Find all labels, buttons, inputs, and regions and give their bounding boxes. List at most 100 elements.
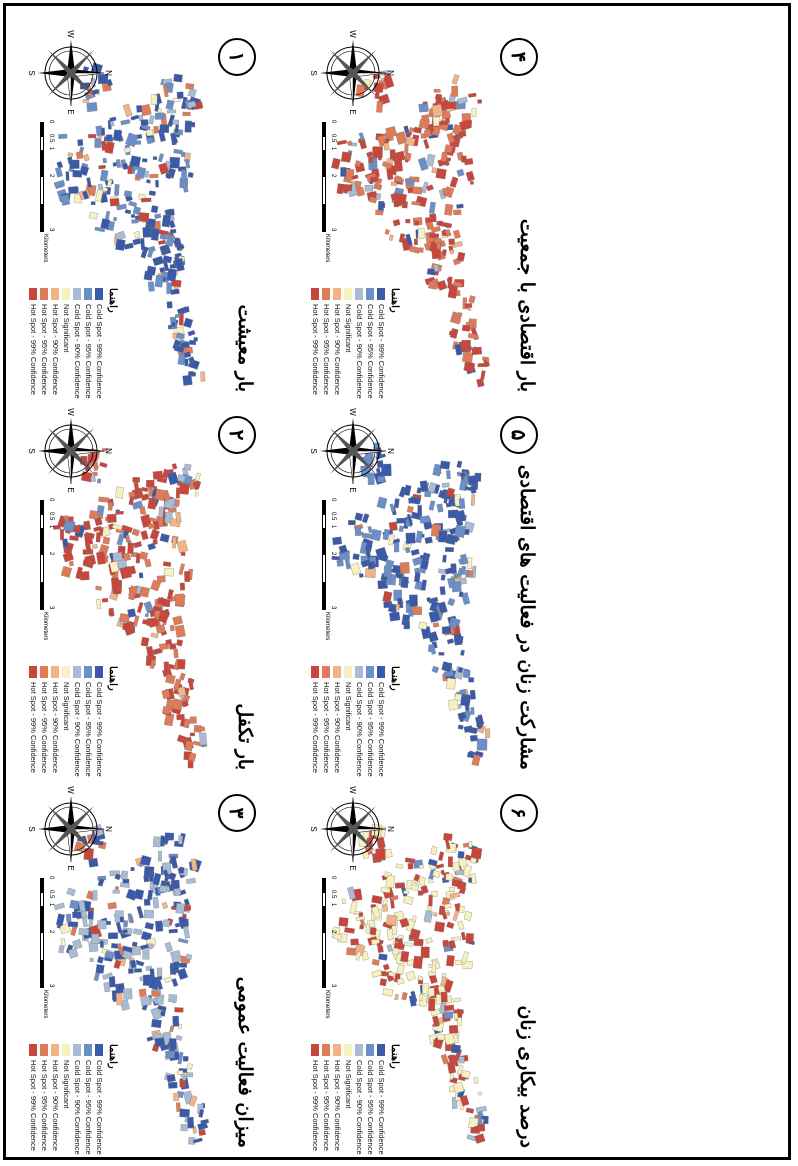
legend-swatch bbox=[366, 1044, 375, 1056]
map-parcel bbox=[153, 126, 159, 134]
map-parcel bbox=[364, 568, 376, 579]
map-number: ۳ bbox=[218, 794, 256, 832]
map-parcel bbox=[188, 356, 195, 363]
map-parcel bbox=[116, 943, 125, 956]
map-parcel bbox=[446, 955, 455, 967]
map-parcel bbox=[430, 846, 438, 856]
map-parcel bbox=[468, 877, 472, 883]
map-parcel bbox=[95, 189, 104, 202]
map-parcel bbox=[89, 957, 94, 963]
map-parcel bbox=[471, 754, 481, 767]
map-parcel bbox=[55, 166, 63, 178]
legend-label: Cold Spot - 95% Confidence bbox=[84, 304, 93, 399]
map-parcel bbox=[413, 126, 422, 134]
map-parcel bbox=[159, 885, 168, 893]
map-parcel bbox=[94, 226, 106, 233]
legend-label: Cold Spot - 95% Confidence bbox=[84, 1060, 93, 1155]
map-parcel bbox=[401, 991, 408, 1001]
map-parcel bbox=[404, 857, 416, 864]
map-parcel bbox=[148, 115, 155, 125]
map-parcel bbox=[198, 1109, 205, 1118]
map-parcel bbox=[439, 460, 451, 470]
map-parcel bbox=[174, 313, 181, 319]
scale-tick: 3 bbox=[330, 984, 336, 988]
legend-swatch bbox=[62, 666, 71, 678]
map-parcel bbox=[464, 302, 473, 309]
scale-unit: Kilometers bbox=[42, 234, 48, 263]
map-parcel bbox=[390, 181, 397, 187]
map-parcel bbox=[142, 949, 150, 960]
legend-label: Hot Spot - 99% Confidence bbox=[311, 682, 320, 773]
legend-item: Cold Spot - 90% Confidence bbox=[354, 288, 365, 399]
map-parcel bbox=[350, 938, 359, 946]
map-parcel bbox=[161, 689, 171, 700]
map-parcel bbox=[173, 648, 179, 659]
map-parcel bbox=[122, 162, 129, 170]
map-parcel bbox=[442, 554, 447, 563]
map-parcel bbox=[150, 228, 160, 241]
map-parcel bbox=[60, 565, 73, 578]
legend-item: Hot Spot - 95% Confidence bbox=[321, 666, 332, 773]
scale-tick: 3 bbox=[48, 606, 54, 610]
map-parcel bbox=[459, 1095, 470, 1107]
map-parcel bbox=[406, 959, 415, 966]
map-parcel bbox=[435, 863, 445, 869]
map-parcel bbox=[408, 995, 417, 1007]
map-parcel bbox=[172, 119, 179, 125]
map-parcel bbox=[148, 617, 160, 628]
compass-n: N bbox=[104, 448, 113, 454]
map-parcel bbox=[199, 732, 208, 746]
map-parcel bbox=[78, 900, 86, 913]
map-parcel bbox=[96, 956, 105, 964]
map-parcel bbox=[366, 151, 374, 158]
map-parcel bbox=[468, 92, 477, 98]
map-parcel bbox=[415, 530, 423, 544]
map-parcel bbox=[101, 598, 109, 603]
compass-w: W bbox=[66, 30, 75, 38]
legend-label: Cold Spot - 95% Confidence bbox=[84, 682, 93, 777]
map-parcel bbox=[371, 905, 381, 919]
map-parcel bbox=[128, 491, 136, 498]
map-parcel bbox=[367, 525, 373, 534]
map-parcel bbox=[437, 1033, 445, 1041]
map-parcel bbox=[384, 229, 390, 235]
map-parcel bbox=[447, 285, 458, 299]
map-parcel bbox=[178, 866, 185, 874]
map-parcel bbox=[411, 606, 422, 616]
map-parcel bbox=[444, 203, 454, 216]
map-parcel bbox=[457, 851, 465, 859]
map-parcel bbox=[104, 950, 115, 960]
city-map bbox=[53, 447, 208, 769]
map-parcel bbox=[336, 559, 344, 567]
map-parcel bbox=[173, 888, 181, 897]
map-parcel bbox=[412, 955, 423, 969]
legend-swatch bbox=[51, 288, 60, 300]
legend-title: راهنما bbox=[389, 288, 400, 313]
legend-swatch bbox=[62, 288, 71, 300]
map-parcel bbox=[364, 184, 374, 192]
map-parcel bbox=[143, 909, 155, 919]
map-parcel bbox=[136, 105, 143, 113]
map-parcel bbox=[68, 560, 74, 567]
map-parcel bbox=[157, 597, 168, 606]
map-parcel bbox=[58, 945, 65, 954]
map-parcel bbox=[393, 175, 403, 183]
map-parcel bbox=[159, 533, 170, 543]
map-number: ۶ bbox=[500, 794, 538, 832]
legend-title: راهنما bbox=[107, 1044, 118, 1069]
map-parcel bbox=[164, 976, 173, 984]
map-parcel bbox=[395, 863, 404, 869]
map-parcel bbox=[98, 164, 106, 170]
legend-item: Cold Spot - 90% Confidence bbox=[72, 666, 83, 777]
map-parcel bbox=[141, 197, 152, 203]
map-parcel bbox=[423, 139, 430, 150]
map-parcel bbox=[402, 577, 410, 585]
map-parcel bbox=[130, 866, 135, 872]
compass-e: E bbox=[66, 109, 75, 114]
map-parcel bbox=[427, 631, 439, 643]
map-parcel bbox=[461, 346, 472, 352]
map-parcel bbox=[332, 536, 343, 546]
map-parcel bbox=[188, 358, 200, 370]
map-parcel bbox=[379, 202, 386, 209]
map-parcel bbox=[465, 1107, 475, 1114]
